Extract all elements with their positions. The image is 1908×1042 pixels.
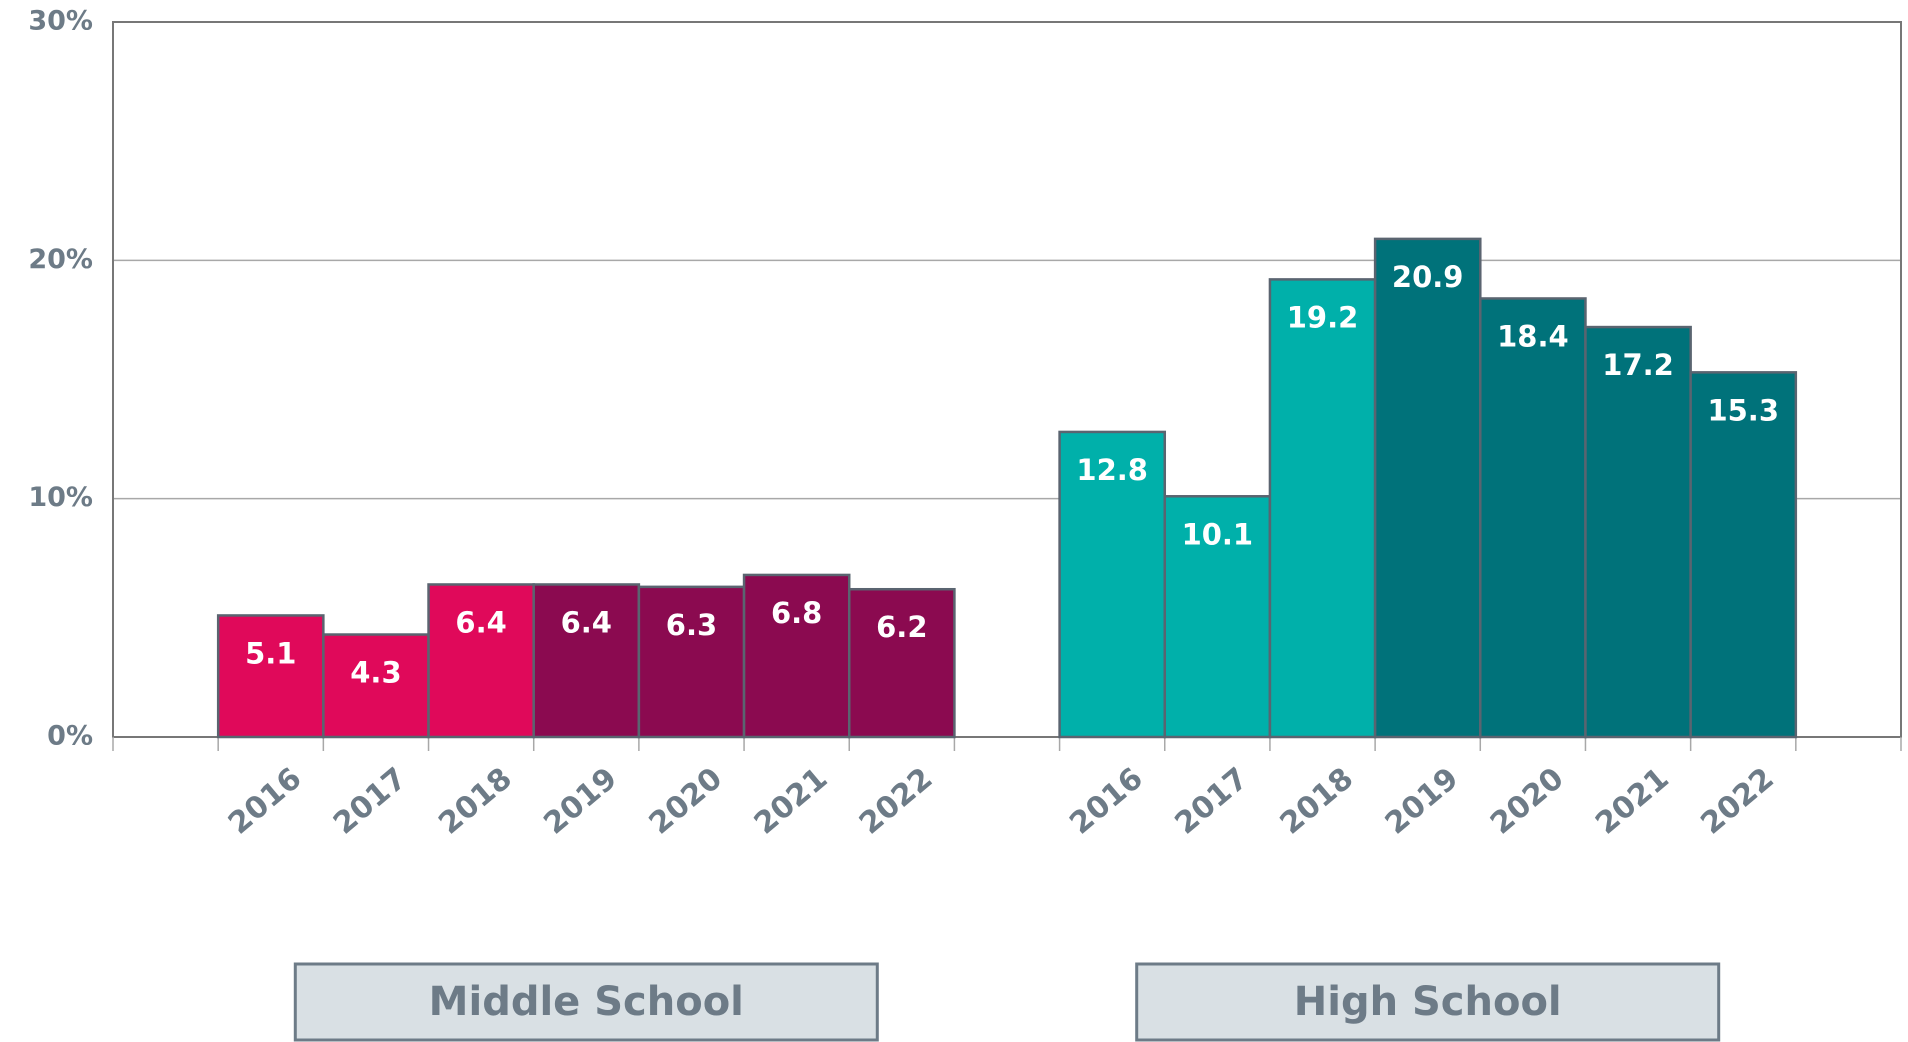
x-tick-label: 2018 bbox=[1274, 761, 1360, 841]
bar bbox=[1373, 237, 1482, 739]
value-label: 6.3 bbox=[666, 608, 717, 642]
bar bbox=[1058, 430, 1167, 739]
value-label: 6.8 bbox=[771, 596, 822, 630]
value-label: 19.2 bbox=[1287, 300, 1359, 334]
value-label: 10.1 bbox=[1182, 517, 1254, 551]
value-label: 12.8 bbox=[1076, 453, 1148, 487]
value-label: 17.2 bbox=[1602, 348, 1674, 382]
x-tick-label: 2021 bbox=[1589, 761, 1675, 841]
bar bbox=[427, 583, 535, 739]
x-tick-label: 2020 bbox=[643, 761, 729, 841]
x-tick-label: 2019 bbox=[1379, 761, 1465, 841]
x-tick-label: 2022 bbox=[1694, 761, 1780, 841]
x-tick-label: 2020 bbox=[1484, 761, 1570, 841]
x-tick-label: 2016 bbox=[1063, 761, 1149, 841]
x-tick-label: 2017 bbox=[1168, 761, 1254, 841]
x-tick-label: 2018 bbox=[432, 761, 518, 841]
plot-frame bbox=[112, 21, 1902, 738]
value-label: 18.4 bbox=[1497, 319, 1569, 353]
x-tick-label: 2019 bbox=[537, 761, 623, 841]
x-tick-label: 2021 bbox=[748, 761, 834, 841]
y-tick-label: 0% bbox=[47, 721, 93, 752]
value-label: 6.2 bbox=[876, 610, 927, 644]
bar bbox=[1689, 371, 1798, 739]
bar bbox=[847, 587, 956, 739]
bar bbox=[742, 573, 851, 739]
y-tick-label: 10% bbox=[28, 482, 93, 513]
value-label: 6.4 bbox=[455, 605, 506, 639]
group-label: High School bbox=[1294, 979, 1562, 1025]
bar bbox=[532, 583, 641, 739]
value-label: 5.1 bbox=[245, 636, 296, 670]
bar bbox=[637, 585, 746, 739]
bar bbox=[1268, 278, 1377, 739]
bar bbox=[1584, 325, 1692, 739]
bar bbox=[1163, 495, 1272, 739]
bar bbox=[216, 614, 325, 739]
x-tick-label: 2017 bbox=[327, 761, 413, 841]
x-tick-label: 2016 bbox=[222, 761, 308, 841]
y-tick-label: 20% bbox=[28, 244, 93, 275]
value-label: 6.4 bbox=[561, 605, 612, 639]
x-tick-label: 2022 bbox=[853, 761, 939, 841]
y-tick-label: 30% bbox=[28, 6, 93, 37]
value-label: 20.9 bbox=[1392, 260, 1464, 294]
group-box bbox=[293, 962, 879, 1042]
bar bbox=[322, 633, 430, 739]
bar bbox=[1479, 297, 1587, 739]
value-label: 4.3 bbox=[350, 656, 401, 690]
group-box bbox=[1135, 962, 1721, 1042]
group-label: Middle School bbox=[429, 979, 744, 1025]
value-label: 15.3 bbox=[1707, 393, 1779, 427]
